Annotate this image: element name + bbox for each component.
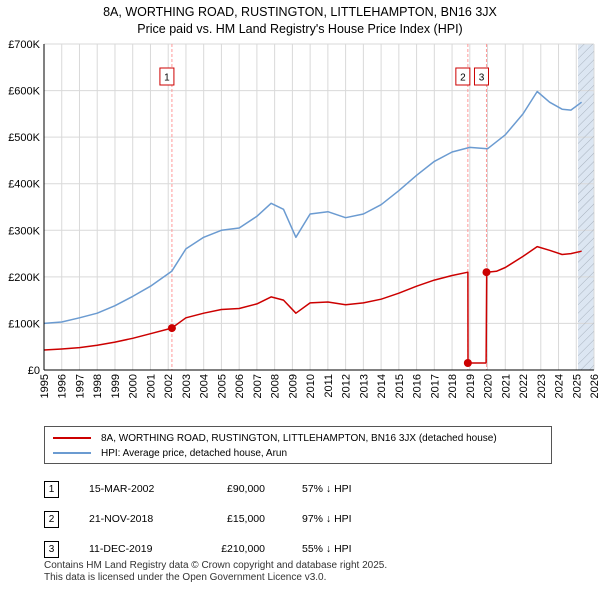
y-tick-label: £400K <box>8 179 40 191</box>
y-tick-label: £0 <box>28 365 40 377</box>
footer-licence: This data is licensed under the Open Gov… <box>44 572 327 583</box>
transaction-marker-label: 2 <box>460 73 466 84</box>
x-tick-label: 2013 <box>358 374 370 398</box>
y-tick-label: £100K <box>8 318 40 330</box>
plot-area <box>44 44 594 370</box>
y-tick-label: £200K <box>8 272 40 284</box>
transaction-marker-box <box>473 67 489 86</box>
hpi-line <box>43 90 583 325</box>
transaction-price: £210,000 <box>221 543 265 555</box>
x-tick-label: 2000 <box>128 374 140 398</box>
y-tick-label: £500K <box>8 132 40 144</box>
legend-label-property: 8A, WORTHING ROAD, RUSTINGTON, LITTLEHAM… <box>101 432 497 444</box>
y-tick-label: £300K <box>8 225 40 237</box>
x-tick-label: 1997 <box>74 374 86 398</box>
x-tick-label: 2002 <box>163 374 175 398</box>
x-tick-label: 2022 <box>518 374 530 398</box>
transaction-marker-label: 3 <box>479 73 485 84</box>
transaction-price: £90,000 <box>227 483 265 495</box>
chart-title: 8A, WORTHING ROAD, RUSTINGTON, LITTLEHAM… <box>0 4 600 38</box>
y-tick-label: £600K <box>8 86 40 98</box>
x-tick-label: 2005 <box>216 374 228 398</box>
x-tick-label: 2016 <box>412 374 424 398</box>
x-tick-label: 2017 <box>429 374 441 398</box>
x-tick-label: 1996 <box>57 374 69 398</box>
transaction-point <box>463 359 472 368</box>
transaction-number: 3 <box>44 540 59 558</box>
x-tick-label: 2006 <box>234 374 246 398</box>
x-tick-label: 2023 <box>536 374 548 398</box>
y-tick-label: £700K <box>8 39 40 51</box>
forecast-hatch <box>578 44 594 370</box>
transaction-marker-box <box>455 67 471 86</box>
x-tick-label: 2021 <box>500 374 512 398</box>
x-tick-label: 2020 <box>483 374 495 398</box>
transaction-marker-box <box>159 67 175 86</box>
x-tick-label: 2025 <box>571 374 583 398</box>
title-line-1: 8A, WORTHING ROAD, RUSTINGTON, LITTLEHAM… <box>103 5 497 19</box>
transaction-hpi-diff: 97% ↓ HPI <box>302 513 352 525</box>
legend-label-hpi: HPI: Average price, detached house, Arun <box>101 447 288 459</box>
x-tick-label: 2004 <box>199 374 211 398</box>
transaction-point <box>167 324 176 333</box>
x-tick-label: 2008 <box>270 374 282 398</box>
footer-copyright: Contains HM Land Registry data © Crown c… <box>44 560 388 571</box>
x-tick-label: 2018 <box>447 374 459 398</box>
x-tick-label: 1998 <box>92 374 104 398</box>
price-chart: 1 2 3 £0 £100K £200K £300K £400K £500K £600K £700K… <box>8 39 600 398</box>
x-tick-label: 2024 <box>554 374 566 398</box>
x-tick-label: 2007 <box>252 374 264 398</box>
legend-swatch-property <box>53 437 91 439</box>
x-tick-label: 2012 <box>341 374 353 398</box>
property-price-line <box>43 245 582 364</box>
x-tick-label: 1995 <box>39 374 51 398</box>
x-tick-label: 2010 <box>305 374 317 398</box>
table-row: 1 15-MAR-2002 £90,000 57% ↓ HPI <box>44 474 402 504</box>
transaction-number: 2 <box>44 510 59 528</box>
transaction-marker-label: 1 <box>164 73 170 84</box>
transaction-number: 1 <box>44 480 59 498</box>
transaction-date: 21-NOV-2018 <box>89 513 154 525</box>
x-tick-label: 1999 <box>110 374 122 398</box>
title-line-2: Price paid vs. HM Land Registry's House … <box>137 22 463 36</box>
x-tick-label: 2015 <box>394 374 406 398</box>
table-row: 3 11-DEC-2019 £210,000 55% ↓ HPI <box>44 534 402 564</box>
transactions-table: 1 15-MAR-2002 £90,000 57% ↓ HPI 2 21-NOV… <box>44 474 402 564</box>
x-tick-label: 2019 <box>465 374 477 398</box>
legend: 8A, WORTHING ROAD, RUSTINGTON, LITTLEHAM… <box>44 426 552 464</box>
legend-item-property: 8A, WORTHING ROAD, RUSTINGTON, LITTLEHAM… <box>53 431 497 445</box>
transaction-point <box>482 268 491 277</box>
transaction-hpi-diff: 55% ↓ HPI <box>302 543 352 555</box>
table-row: 2 21-NOV-2018 £15,000 97% ↓ HPI <box>44 504 402 534</box>
x-tick-label: 2003 <box>181 374 193 398</box>
x-tick-label: 2014 <box>376 374 388 398</box>
x-tick-label: 2001 <box>145 374 157 398</box>
transaction-price: £15,000 <box>227 513 265 525</box>
legend-swatch-hpi <box>53 452 91 454</box>
transaction-date: 15-MAR-2002 <box>89 483 155 495</box>
x-tick-label: 2009 <box>287 374 299 398</box>
legend-item-hpi: HPI: Average price, detached house, Arun <box>53 446 287 460</box>
transaction-date: 11-DEC-2019 <box>89 543 153 555</box>
x-tick-label: 2011 <box>323 374 335 398</box>
transaction-hpi-diff: 57% ↓ HPI <box>302 483 352 495</box>
x-tick-label: 2026 <box>589 374 600 398</box>
footer: Contains HM Land Registry data © Crown c… <box>44 560 387 584</box>
